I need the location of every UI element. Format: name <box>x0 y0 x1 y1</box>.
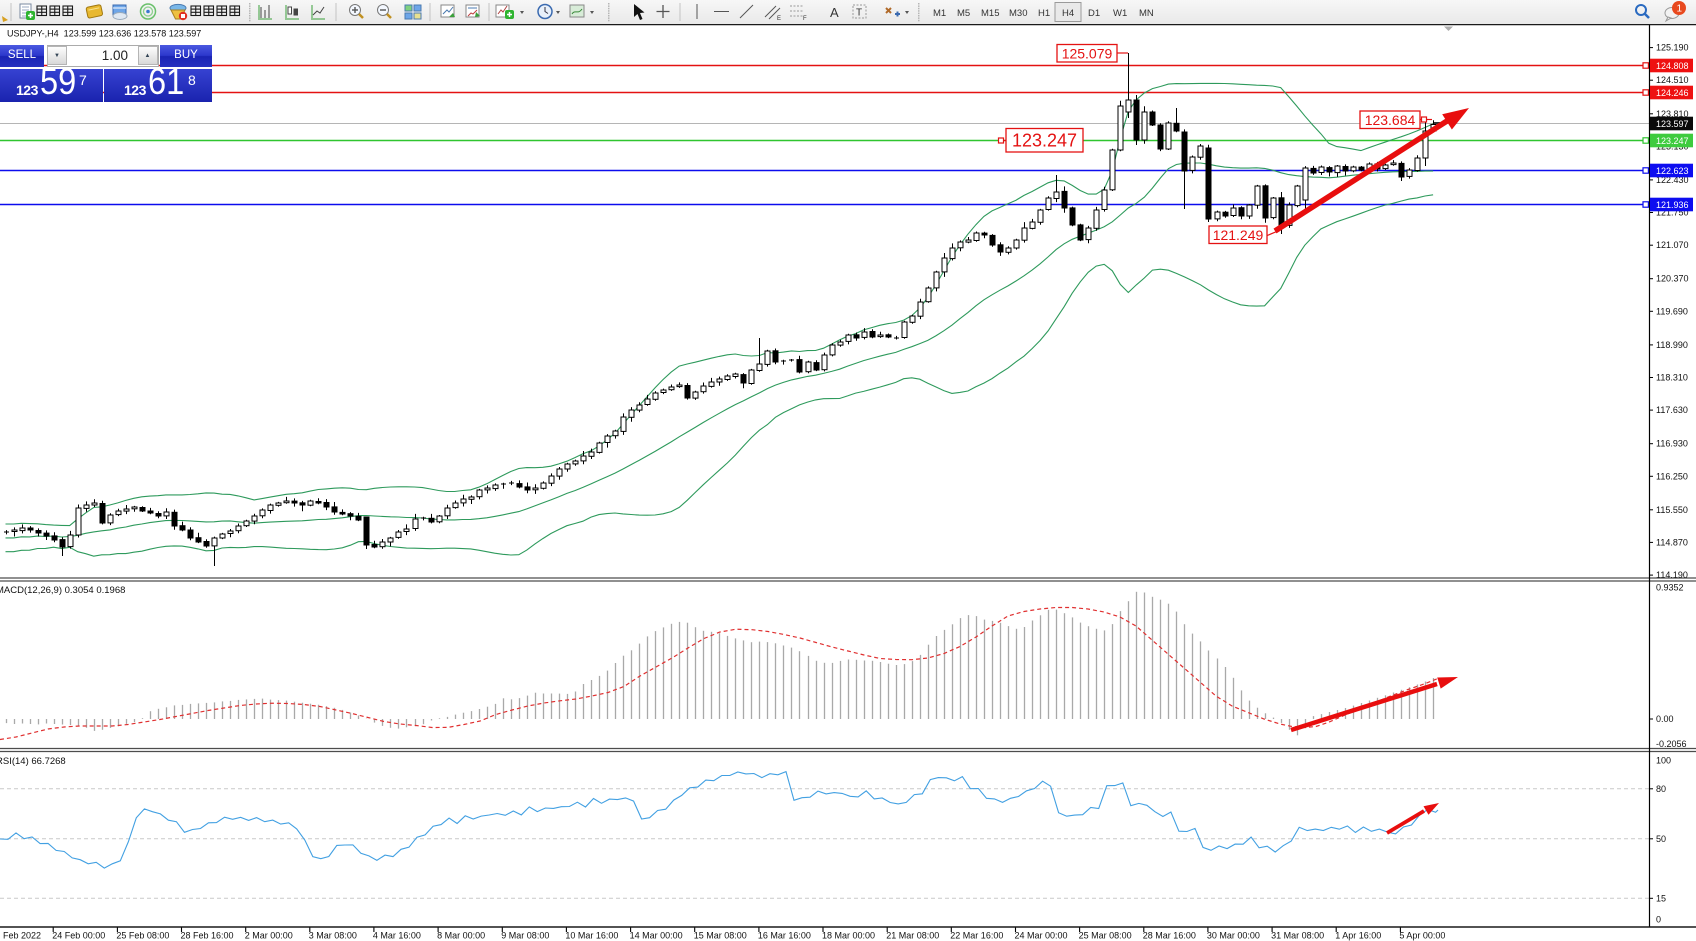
svg-text:123.597: 123.597 <box>1656 119 1689 129</box>
svg-text:10 Mar 16:00: 10 Mar 16:00 <box>565 931 618 941</box>
svg-text:8 Mar 00:00: 8 Mar 00:00 <box>437 931 485 941</box>
svg-text:24 Mar 00:00: 24 Mar 00:00 <box>1015 931 1068 941</box>
svg-text:121.249: 121.249 <box>1213 227 1264 243</box>
svg-text:0.9352: 0.9352 <box>1656 583 1684 593</box>
svg-text:F: F <box>803 16 807 22</box>
svg-text:123.684: 123.684 <box>1365 112 1416 128</box>
svg-text:25 Feb 08:00: 25 Feb 08:00 <box>116 931 169 941</box>
svg-text:E: E <box>777 16 781 22</box>
svg-text:21 Mar 08:00: 21 Mar 08:00 <box>886 931 939 941</box>
svg-text:50: 50 <box>1656 834 1666 844</box>
svg-text:125.190: 125.190 <box>1656 43 1689 53</box>
svg-text:-0.2056: -0.2056 <box>1656 739 1687 749</box>
svg-text:M15: M15 <box>981 8 999 19</box>
svg-text:120.370: 120.370 <box>1656 274 1689 284</box>
svg-text:31 Mar 08:00: 31 Mar 08:00 <box>1271 931 1324 941</box>
svg-text:15: 15 <box>1656 893 1666 903</box>
svg-text:100: 100 <box>1656 756 1671 766</box>
svg-text:25 Mar 08:00: 25 Mar 08:00 <box>1079 931 1132 941</box>
svg-text:M1: M1 <box>933 8 946 19</box>
svg-text:3 Mar 08:00: 3 Mar 08:00 <box>309 931 357 941</box>
svg-text:2 Mar 00:00: 2 Mar 00:00 <box>245 931 293 941</box>
svg-text:Feb 2022: Feb 2022 <box>3 931 41 941</box>
svg-text:114.870: 114.870 <box>1656 537 1688 547</box>
svg-text:5 Apr 00:00: 5 Apr 00:00 <box>1399 931 1445 941</box>
svg-text:14 Mar 00:00: 14 Mar 00:00 <box>630 931 683 941</box>
svg-text:M5: M5 <box>957 8 970 19</box>
svg-text:0: 0 <box>1656 915 1661 925</box>
svg-text:121.936: 121.936 <box>1656 200 1689 210</box>
svg-text:121.070: 121.070 <box>1656 240 1689 250</box>
svg-text:1: 1 <box>1677 4 1683 15</box>
svg-text:121.750: 121.750 <box>1656 208 1689 218</box>
svg-text:MACD(12,26,9) 0.3054 0.1968: MACD(12,26,9) 0.3054 0.1968 <box>0 585 125 596</box>
svg-text:18 Mar 00:00: 18 Mar 00:00 <box>822 931 875 941</box>
svg-text:124.808: 124.808 <box>1656 61 1689 71</box>
svg-text:15 Mar 08:00: 15 Mar 08:00 <box>694 931 747 941</box>
svg-text:USDJPY-,H4 123.599 123.636 12: USDJPY-,H4 123.599 123.636 123.578 123.5… <box>7 29 201 39</box>
svg-text:22 Mar 16:00: 22 Mar 16:00 <box>950 931 1003 941</box>
svg-text:123.247: 123.247 <box>1012 131 1077 151</box>
svg-text:M30: M30 <box>1009 8 1027 19</box>
svg-text:125.079: 125.079 <box>1062 45 1113 61</box>
svg-text:T: T <box>856 8 862 19</box>
svg-text:118.310: 118.310 <box>1656 373 1688 383</box>
svg-text:A: A <box>830 5 839 20</box>
svg-text:118.990: 118.990 <box>1656 340 1688 350</box>
svg-text:116.250: 116.250 <box>1656 471 1688 481</box>
svg-text:116.930: 116.930 <box>1656 439 1688 449</box>
svg-text:D1: D1 <box>1088 8 1100 19</box>
svg-text:W1: W1 <box>1113 8 1127 19</box>
svg-text:115.550: 115.550 <box>1656 505 1688 515</box>
svg-text:4 Mar 16:00: 4 Mar 16:00 <box>373 931 421 941</box>
svg-text:28 Feb 16:00: 28 Feb 16:00 <box>181 931 234 941</box>
svg-text:1 Apr 16:00: 1 Apr 16:00 <box>1335 931 1381 941</box>
svg-text:124.510: 124.510 <box>1656 75 1689 85</box>
svg-text:124.246: 124.246 <box>1656 88 1689 98</box>
svg-text:16 Mar 16:00: 16 Mar 16:00 <box>758 931 811 941</box>
svg-text:123.810: 123.810 <box>1656 109 1689 119</box>
svg-text:MN: MN <box>1139 8 1154 19</box>
svg-text:119.690: 119.690 <box>1656 306 1688 316</box>
svg-text:9 Mar 08:00: 9 Mar 08:00 <box>501 931 549 941</box>
svg-text:H1: H1 <box>1038 8 1050 19</box>
svg-text:122.430: 122.430 <box>1656 175 1689 185</box>
svg-text:117.630: 117.630 <box>1656 405 1688 415</box>
svg-text:28 Mar 16:00: 28 Mar 16:00 <box>1143 931 1196 941</box>
svg-text:0.00: 0.00 <box>1656 714 1674 724</box>
svg-text:RSI(14) 66.7268: RSI(14) 66.7268 <box>0 756 66 767</box>
svg-text:H4: H4 <box>1062 8 1074 19</box>
svg-text:24 Feb 00:00: 24 Feb 00:00 <box>52 931 105 941</box>
svg-text:30 Mar 00:00: 30 Mar 00:00 <box>1207 931 1260 941</box>
svg-text:123.247: 123.247 <box>1656 136 1689 146</box>
svg-text:114.190: 114.190 <box>1656 570 1688 580</box>
svg-text:80: 80 <box>1656 784 1666 794</box>
svg-text:122.623: 122.623 <box>1656 166 1689 176</box>
